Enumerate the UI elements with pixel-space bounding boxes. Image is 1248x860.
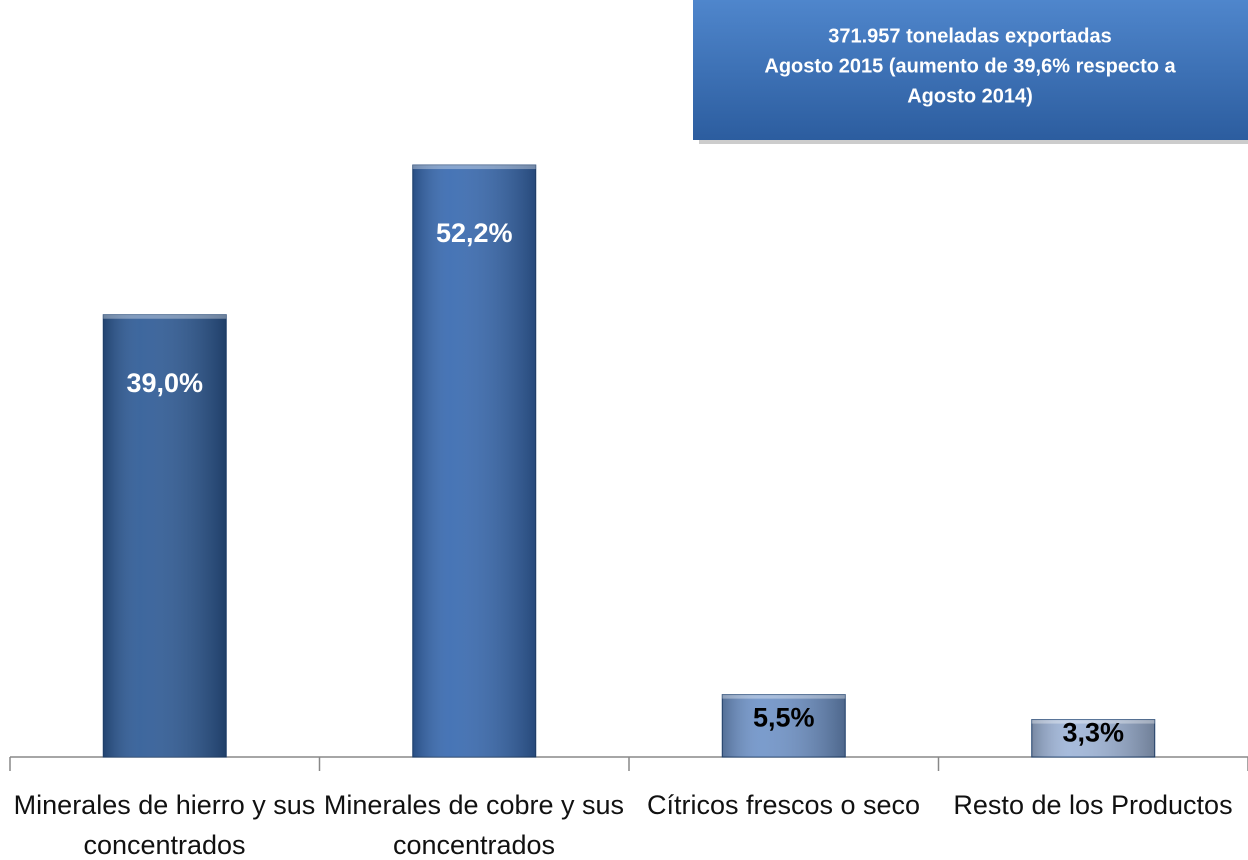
bar-cap — [412, 165, 536, 170]
value-label: 3,3% — [1062, 718, 1124, 748]
annotation: Agosto 2015 (aumento de 39,6% respecto a — [764, 55, 1176, 77]
value-label: 39,0% — [126, 368, 203, 398]
x-tick-label: Cítricos frescos o seco — [646, 790, 921, 820]
bar-cap — [722, 694, 846, 699]
annotation: Agosto 2014) — [907, 85, 1033, 107]
x-tick-label: Resto de los Productos — [953, 790, 1233, 820]
x-tick-label: Minerales de cobre y sus concentrados — [323, 790, 625, 860]
bar-cap — [1031, 719, 1155, 724]
bar-shade — [722, 694, 846, 757]
annotation-box — [693, 0, 1248, 140]
value-label: 5,5% — [753, 703, 815, 733]
bar-shade — [412, 165, 536, 757]
value-label: 52,2% — [436, 218, 513, 248]
x-tick-label: Minerales de hierro y sus concentrados — [13, 790, 316, 860]
bar-cap — [103, 314, 227, 319]
bar-shade — [1031, 719, 1155, 757]
bar-shade — [103, 314, 227, 757]
annotation: 371.957 toneladas exportadas — [828, 25, 1111, 47]
